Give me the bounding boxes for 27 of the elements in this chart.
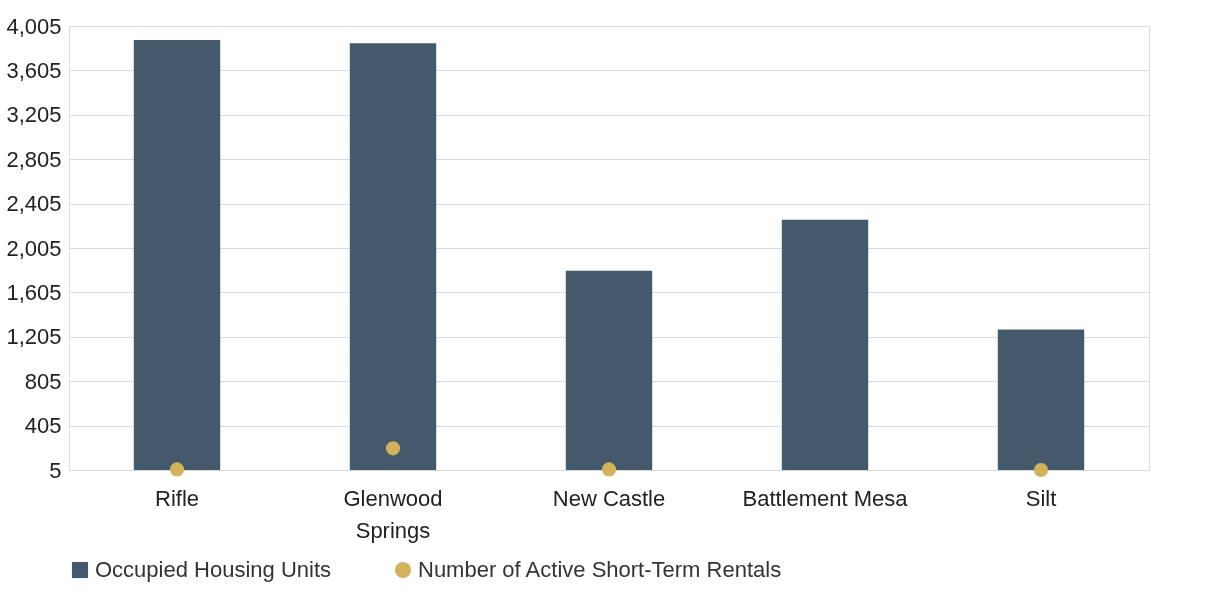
y-tick-label: 1,205	[6, 324, 62, 350]
x-tick-label: Glenwood Springs	[343, 485, 443, 543]
y-tick-label: 1,605	[6, 279, 62, 305]
bar	[781, 219, 869, 470]
bar	[133, 39, 221, 470]
x-tick-label: Battlement Mesa	[742, 485, 909, 511]
point	[601, 462, 617, 477]
y-tick-label: 2,805	[6, 146, 62, 172]
y-tick-label: 805	[24, 368, 62, 394]
y-tick-label: 405	[24, 413, 62, 439]
point	[1033, 462, 1049, 478]
bar	[997, 329, 1085, 470]
y-tick-label: 3,605	[6, 57, 62, 83]
point	[169, 462, 185, 477]
y-tick-label: 4,005	[6, 13, 62, 39]
x-tick-label: New Castle	[552, 485, 666, 511]
bar	[565, 270, 653, 470]
y-tick-label: 5	[49, 457, 62, 483]
y-tick-label: 2,405	[6, 191, 62, 217]
legend-label: Occupied Housing Units	[95, 557, 332, 582]
point	[385, 441, 401, 456]
x-tick-label: Silt	[1025, 485, 1057, 511]
y-tick-label: 2,005	[6, 235, 62, 261]
y-tick-label: 3,205	[6, 102, 62, 128]
legend-label: Number of Active Short-Term Rentals	[418, 557, 782, 582]
bar	[349, 43, 437, 470]
x-tick-label: Rifle	[154, 485, 200, 511]
